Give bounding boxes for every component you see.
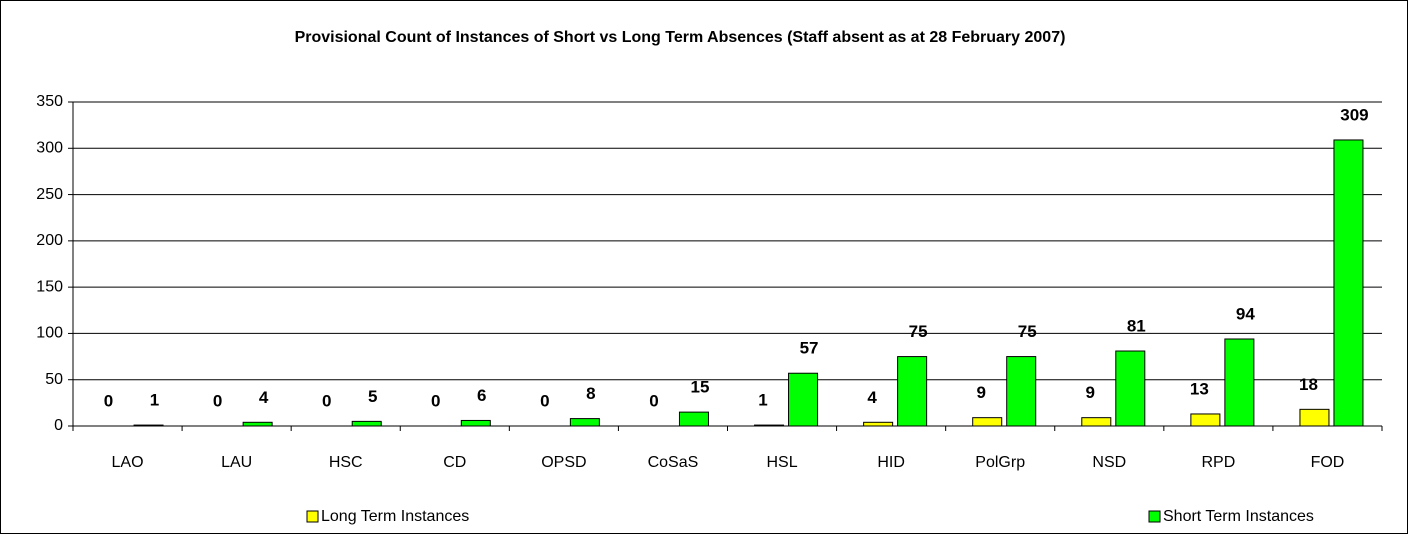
bar <box>788 372 819 427</box>
bar <box>863 421 894 427</box>
y-tick-label: 50 <box>45 371 63 388</box>
data-label: 15 <box>690 378 709 397</box>
bar <box>1006 356 1037 427</box>
bar <box>242 421 273 427</box>
data-label: 309 <box>1340 105 1368 124</box>
bar <box>1299 408 1330 427</box>
bar <box>897 356 928 427</box>
x-tick-label: CD <box>443 454 466 471</box>
x-tick-label: LAO <box>112 454 144 471</box>
data-label: 13 <box>1190 379 1209 398</box>
data-label: 0 <box>649 391 658 410</box>
x-tick-label: OPSD <box>541 454 586 471</box>
y-tick-label: 250 <box>36 186 63 203</box>
data-label: 94 <box>1236 304 1255 323</box>
x-tick-label: PolGrp <box>975 454 1025 471</box>
legend-label: Short Term Instances <box>1163 508 1314 525</box>
x-tick-label: NSD <box>1092 454 1126 471</box>
data-label: 4 <box>259 388 269 407</box>
y-tick-label: 0 <box>54 417 63 434</box>
bar <box>1333 139 1364 427</box>
bar <box>569 418 600 427</box>
data-label: 75 <box>909 322 928 341</box>
chart-title: Provisional Count of Instances of Short … <box>295 29 1066 46</box>
x-tick-label: HID <box>877 454 905 471</box>
data-label: 6 <box>477 386 486 405</box>
data-label: 75 <box>1018 322 1037 341</box>
x-tick-label: HSC <box>329 454 363 471</box>
bar <box>754 424 785 427</box>
bar <box>678 411 709 427</box>
data-label: 8 <box>586 384 595 403</box>
x-tick-label: FOD <box>1311 454 1345 471</box>
legend-label: Long Term Instances <box>321 508 469 525</box>
data-label: 5 <box>368 387 377 406</box>
data-label: 57 <box>800 339 819 358</box>
data-label: 9 <box>976 383 985 402</box>
x-tick-label: RPD <box>1201 454 1235 471</box>
bar <box>460 419 491 427</box>
data-label: 9 <box>1086 383 1095 402</box>
bar <box>1190 413 1221 427</box>
bar <box>1115 350 1146 427</box>
y-tick-label: 150 <box>36 278 63 295</box>
bar <box>1081 417 1112 427</box>
legend-swatch <box>306 510 319 523</box>
data-label: 18 <box>1299 375 1318 394</box>
bar <box>351 420 382 427</box>
legend-swatch <box>1148 510 1161 523</box>
x-tick-label: CoSaS <box>648 454 699 471</box>
data-label: 81 <box>1127 317 1146 336</box>
bar <box>1224 338 1255 427</box>
data-label: 0 <box>213 391 222 410</box>
data-label: 0 <box>104 391 113 410</box>
x-tick-label: LAU <box>221 454 252 471</box>
y-tick-label: 350 <box>36 93 63 110</box>
data-label: 1 <box>758 391 767 410</box>
data-label: 1 <box>150 391 159 410</box>
data-label: 4 <box>867 388 877 407</box>
bar <box>972 417 1003 427</box>
y-tick-label: 200 <box>36 232 63 249</box>
data-label: 0 <box>540 391 549 410</box>
data-label: 0 <box>322 391 331 410</box>
data-label: 0 <box>431 391 440 410</box>
y-tick-label: 100 <box>36 325 63 342</box>
bar <box>133 424 164 427</box>
y-tick-label: 300 <box>36 140 63 157</box>
x-tick-label: HSL <box>766 454 797 471</box>
